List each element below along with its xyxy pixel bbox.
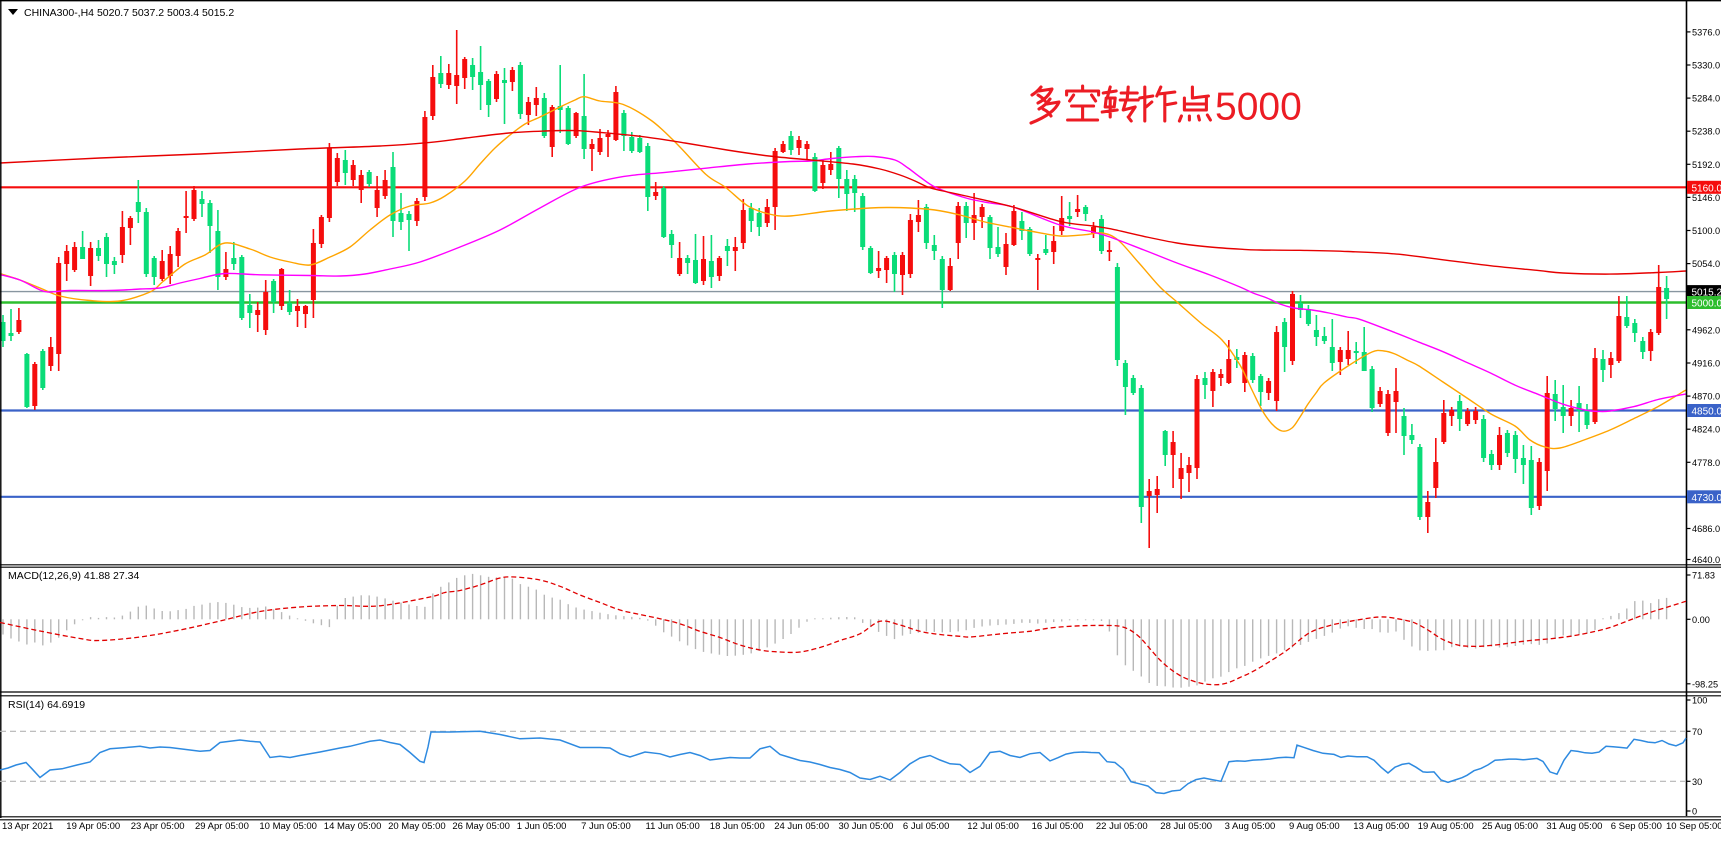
svg-text:23 Apr 05:00: 23 Apr 05:00 — [131, 821, 185, 832]
svg-text:29 Apr 05:00: 29 Apr 05:00 — [195, 821, 249, 832]
svg-text:13 Aug 05:00: 13 Aug 05:00 — [1353, 821, 1409, 832]
svg-text:10 May 05:00: 10 May 05:00 — [259, 821, 317, 832]
svg-text:11 Jun 05:00: 11 Jun 05:00 — [646, 821, 700, 832]
svg-text:13 Apr 2021: 13 Apr 2021 — [2, 821, 53, 832]
svg-text:10 Sep 05:00: 10 Sep 05:00 — [1666, 821, 1721, 832]
svg-text:CHINA300-,H4 5020.7 5037.2 50: CHINA300-,H4 5020.7 5037.2 5003.4 5015.2 — [24, 7, 234, 19]
svg-text:19 Apr 05:00: 19 Apr 05:00 — [66, 821, 120, 832]
svg-text:3 Aug 05:00: 3 Aug 05:00 — [1225, 821, 1276, 832]
svg-text:14 May 05:00: 14 May 05:00 — [324, 821, 382, 832]
svg-text:0: 0 — [1692, 807, 1697, 817]
svg-text:7 Jun 05:00: 7 Jun 05:00 — [581, 821, 631, 832]
svg-text:4778.0: 4778.0 — [1692, 458, 1720, 468]
svg-text:6 Jul 05:00: 6 Jul 05:00 — [903, 821, 949, 832]
svg-text:5000: 5000 — [1215, 86, 1302, 129]
svg-text:4916.0: 4916.0 — [1692, 359, 1720, 369]
svg-text:30 Jun 05:00: 30 Jun 05:00 — [839, 821, 894, 832]
svg-text:5160.0: 5160.0 — [1692, 183, 1721, 194]
svg-text:9 Aug 05:00: 9 Aug 05:00 — [1289, 821, 1340, 832]
svg-text:12 Jul 05:00: 12 Jul 05:00 — [967, 821, 1019, 832]
svg-text:5238.0: 5238.0 — [1692, 127, 1720, 137]
svg-text:4824.0: 4824.0 — [1692, 425, 1720, 435]
svg-text:-98.25: -98.25 — [1692, 679, 1718, 689]
svg-text:1 Jun 05:00: 1 Jun 05:00 — [517, 821, 567, 832]
svg-text:5330.0: 5330.0 — [1692, 61, 1720, 71]
svg-text:4962.0: 4962.0 — [1692, 325, 1720, 335]
svg-text:16 Jul 05:00: 16 Jul 05:00 — [1032, 821, 1084, 832]
svg-text:25 Aug 05:00: 25 Aug 05:00 — [1482, 821, 1538, 832]
svg-text:71.83: 71.83 — [1692, 571, 1715, 581]
svg-text:30: 30 — [1692, 777, 1702, 787]
svg-text:MACD(12,26,9) 41.88 27.34: MACD(12,26,9) 41.88 27.34 — [8, 570, 139, 582]
svg-text:22 Jul 05:00: 22 Jul 05:00 — [1096, 821, 1148, 832]
svg-text:4686.0: 4686.0 — [1692, 524, 1720, 534]
svg-text:20 May 05:00: 20 May 05:00 — [388, 821, 446, 832]
svg-text:0.00: 0.00 — [1692, 615, 1710, 625]
svg-text:5192.0: 5192.0 — [1692, 160, 1720, 170]
svg-text:5376.0: 5376.0 — [1692, 27, 1720, 37]
svg-text:24 Jun 05:00: 24 Jun 05:00 — [774, 821, 829, 832]
svg-text:RSI(14) 64.6919: RSI(14) 64.6919 — [8, 699, 85, 711]
svg-text:4640.0: 4640.0 — [1692, 555, 1720, 565]
svg-text:5100.0: 5100.0 — [1692, 226, 1720, 236]
svg-text:26 May 05:00: 26 May 05:00 — [452, 821, 510, 832]
svg-text:5146.0: 5146.0 — [1692, 193, 1720, 203]
svg-text:6 Sep 05:00: 6 Sep 05:00 — [1611, 821, 1662, 832]
svg-text:4850.0: 4850.0 — [1692, 407, 1721, 418]
svg-text:31 Aug 05:00: 31 Aug 05:00 — [1546, 821, 1602, 832]
svg-text:100: 100 — [1692, 696, 1707, 706]
svg-text:5054.0: 5054.0 — [1692, 259, 1720, 269]
svg-text:28 Jul 05:00: 28 Jul 05:00 — [1160, 821, 1212, 832]
svg-text:70: 70 — [1692, 727, 1702, 737]
svg-text:19 Aug 05:00: 19 Aug 05:00 — [1418, 821, 1474, 832]
svg-text:5284.0: 5284.0 — [1692, 94, 1720, 104]
svg-text:4870.0: 4870.0 — [1692, 392, 1720, 402]
svg-text:5000.0: 5000.0 — [1692, 299, 1721, 310]
svg-text:18 Jun 05:00: 18 Jun 05:00 — [710, 821, 765, 832]
svg-text:4730.0: 4730.0 — [1692, 493, 1721, 504]
